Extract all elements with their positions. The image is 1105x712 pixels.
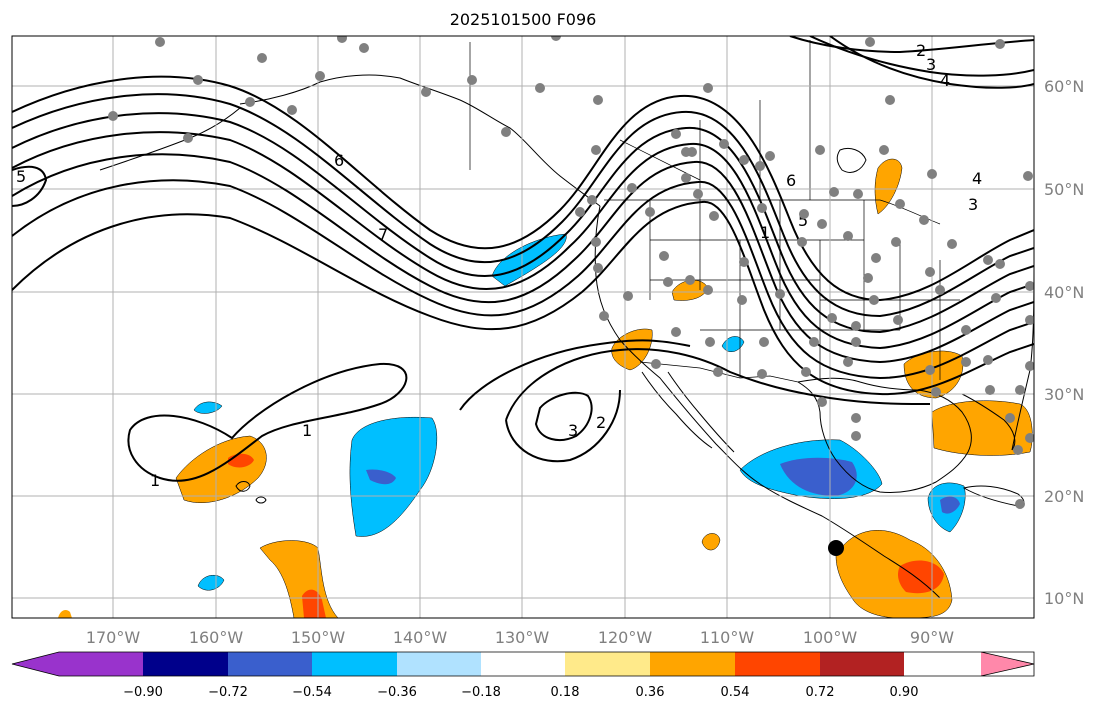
contour-label-7: 7 [378,225,388,244]
shade-positive-hawaii [175,435,267,503]
shade-positive-edge-sw [58,610,72,618]
colorbar-tick-label: −0.18 [461,685,501,700]
lon-label: 170°W [86,628,141,647]
contour-east-2 [829,36,1034,89]
contour-cutoff-1 [505,348,931,421]
colorbar-segment [397,652,481,676]
plot-title: 2025101500 F096 [449,10,597,29]
contour-label-2: 2 [916,41,926,60]
lat-label: 10°N [1044,589,1084,608]
colorbar-outline [11,651,1035,677]
lon-label: 140°W [393,628,448,647]
lon-label: 120°W [598,628,653,647]
colorbar-segment [735,652,820,676]
contour-east-3 [789,36,1034,54]
colorbar-tick-label: −0.72 [208,685,248,700]
colorbar-tick-label: −0.36 [377,685,417,700]
coast-hawaii [235,481,267,504]
colorbar-tick-label: −0.54 [292,685,332,700]
graticule [12,36,1034,618]
colorbar-segment [650,652,735,676]
coast-gulf-of-california [667,371,735,453]
station-marker [828,540,844,556]
contour-labels: 1 1 1 2 2 3 3 3 4 4 5 5 6 6 7 [16,41,982,490]
shade-negative-core-central-pacific [366,469,396,485]
contour-label-2: 2 [596,413,606,432]
contour-cutoff-3 [505,389,621,463]
shade-positive-core-tropical-pacific [302,589,326,618]
shade-negative-core-mexico [780,457,857,496]
contour-label-6: 6 [334,151,344,170]
contour-label-5: 5 [16,167,26,186]
colorbar-tick-label: 0.90 [890,685,919,700]
contour-cutoff-4 [534,391,593,441]
contour-label-3: 3 [968,195,978,214]
coast-florida [961,393,1016,451]
coast-west-north-america [594,205,941,599]
contour-cutoff-2 [459,339,691,411]
colorbar-segment [143,652,228,676]
contour-ridge-2 [12,93,1034,318]
contour-label-3: 3 [568,421,578,440]
lon-label: 90°W [910,628,954,647]
contour-label-4: 4 [972,169,982,188]
coast-baja-peninsula [641,371,713,449]
shade-positive-small-mexico [701,533,721,551]
height-contours [12,36,1034,482]
lon-label: 100°W [803,628,858,647]
colorbar-extend-low [12,652,59,676]
colorbar-tick-label: 0.36 [636,685,665,700]
colorbar-tick-labels: −0.90 −0.72 −0.54 −0.36 −0.18 0.18 0.36 … [123,685,918,700]
contour-label-6: 6 [786,171,796,190]
colorbar: −0.90 −0.72 −0.54 −0.36 −0.18 0.18 0.36 … [11,651,1035,700]
colorbar-segment [820,652,904,676]
colorbar-segment [481,652,565,676]
lat-label: 40°N [1044,283,1084,302]
lon-label: 110°W [700,628,755,647]
contour-label-1: 1 [760,223,770,242]
colorbar-tick-label: 0.18 [551,685,580,700]
contour-west-edge [12,165,48,207]
colorbar-segment [59,652,143,676]
colorbar-segment [228,652,312,676]
lat-label: 30°N [1044,385,1084,404]
lat-label: 20°N [1044,487,1084,506]
contour-ridge-1 [12,75,1034,302]
contour-label-1: 1 [302,421,312,440]
longitude-labels: 170°W 160°W 150°W 140°W 130°W 120°W 110°… [86,628,954,647]
contour-label-4: 4 [940,71,950,90]
border-us-canada [604,199,941,225]
lon-label: 130°W [495,628,550,647]
colorbar-segments [12,652,1034,676]
lat-label: 60°N [1044,77,1084,96]
shade-negative-small-1 [193,401,223,414]
contour-ridge-6 [12,179,1034,380]
observation-stations [108,36,1034,509]
shade-negative-core-yucatan [940,496,960,514]
coast-hudson-bay [836,147,867,173]
colorbar-tick-label: 0.54 [721,685,750,700]
coast-gulf-of-mexico [797,377,972,493]
map-frame [11,35,1035,619]
contour-ridge-5 [12,153,1034,364]
contour-label-5: 5 [798,211,808,230]
contour-label-1: 1 [150,471,160,490]
latitude-labels: 60°N 50°N 40°N 30°N 20°N 10°N [1044,77,1084,608]
colorbar-tick-label: −0.90 [123,685,163,700]
province-lines [619,40,811,200]
lon-label: 160°W [189,628,244,647]
lat-label: 50°N [1044,180,1084,199]
shade-negative-small-2 [197,574,225,591]
lon-label: 150°W [291,628,346,647]
contour-ridge-3 [12,112,1034,334]
contour-ridge-7 [12,200,1034,396]
coast-alaska [239,74,601,207]
colorbar-tick-label: 0.72 [806,685,835,700]
colorbar-extend-high [981,652,1034,676]
contour-label-3: 3 [926,55,936,74]
colorbar-segment [312,652,397,676]
colorbar-segment [565,652,650,676]
contour-sw-low-1 [127,362,408,482]
